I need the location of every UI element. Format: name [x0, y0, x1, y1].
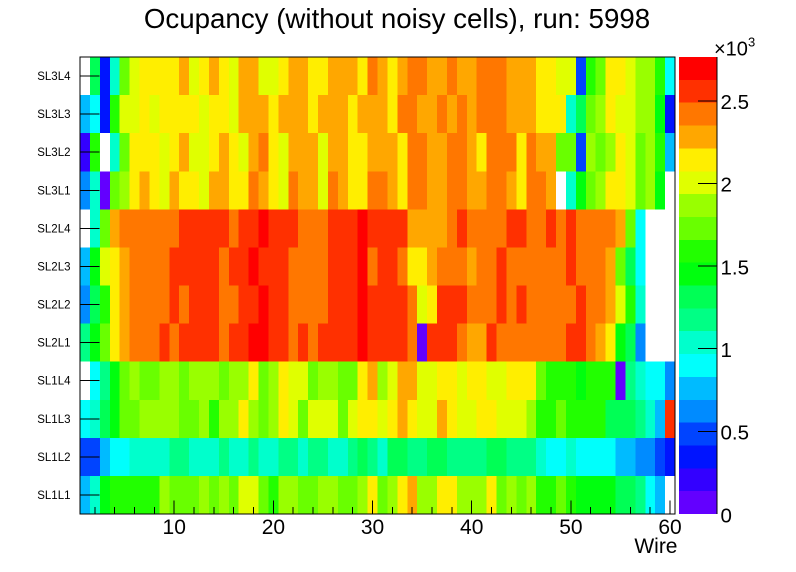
svg-text:60: 60 [658, 516, 681, 539]
svg-text:Ocupancy (without noisy cells): Ocupancy (without noisy cells), run: 599… [144, 3, 650, 34]
svg-text:SL2L4: SL2L4 [37, 223, 71, 235]
svg-text:2: 2 [721, 174, 732, 197]
svg-text:SL3L4: SL3L4 [37, 71, 71, 83]
svg-text:2.5: 2.5 [721, 91, 750, 114]
svg-text:SL1L1: SL1L1 [37, 490, 70, 502]
svg-text:SL1L2: SL1L2 [37, 452, 70, 464]
svg-text:SL2L1: SL2L1 [37, 338, 70, 350]
svg-text:SL1L4: SL1L4 [37, 376, 71, 388]
svg-text:1.5: 1.5 [721, 256, 750, 279]
svg-text:50: 50 [559, 516, 582, 539]
svg-text:SL1L3: SL1L3 [37, 414, 70, 426]
svg-text:SL3L2: SL3L2 [37, 147, 70, 159]
svg-text:20: 20 [262, 516, 285, 539]
svg-text:10: 10 [163, 516, 186, 539]
svg-text:30: 30 [361, 516, 384, 539]
svg-text:SL3L1: SL3L1 [37, 185, 70, 197]
svg-text:0: 0 [721, 504, 732, 527]
svg-text:1: 1 [721, 339, 732, 362]
svg-text:SL3L3: SL3L3 [37, 109, 70, 121]
svg-text:SL2L3: SL2L3 [37, 261, 70, 273]
svg-text:SL2L2: SL2L2 [37, 300, 70, 312]
svg-text:0.5: 0.5 [721, 422, 750, 445]
svg-text:40: 40 [460, 516, 483, 539]
svg-text:Wire: Wire [634, 535, 677, 558]
